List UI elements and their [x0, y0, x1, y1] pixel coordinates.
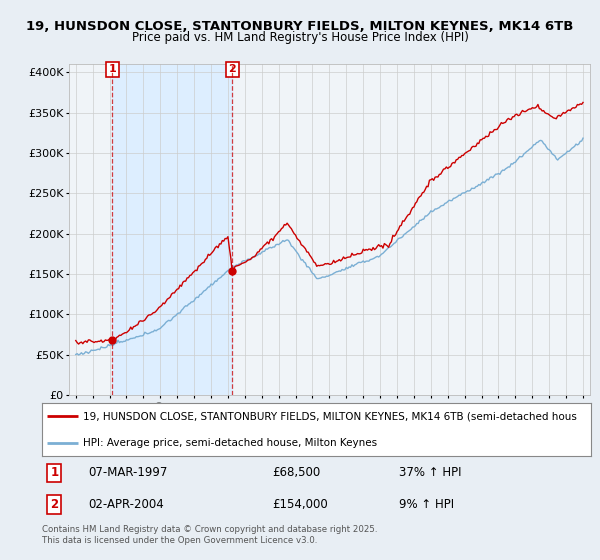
Text: HPI: Average price, semi-detached house, Milton Keynes: HPI: Average price, semi-detached house,…	[83, 438, 377, 448]
Text: 19, HUNSDON CLOSE, STANTONBURY FIELDS, MILTON KEYNES, MK14 6TB (semi-detached ho: 19, HUNSDON CLOSE, STANTONBURY FIELDS, M…	[83, 412, 577, 422]
Text: 1: 1	[109, 64, 116, 74]
Text: £154,000: £154,000	[272, 498, 328, 511]
Text: 37% ↑ HPI: 37% ↑ HPI	[399, 466, 461, 479]
Bar	[112, 64, 232, 395]
Text: Contains HM Land Registry data © Crown copyright and database right 2025.
This d: Contains HM Land Registry data © Crown c…	[42, 525, 377, 545]
Text: 07-MAR-1997: 07-MAR-1997	[89, 466, 168, 479]
Text: £68,500: £68,500	[272, 466, 321, 479]
Text: 1: 1	[50, 466, 58, 479]
Text: 9% ↑ HPI: 9% ↑ HPI	[399, 498, 454, 511]
Text: 2: 2	[228, 64, 236, 74]
Text: 19, HUNSDON CLOSE, STANTONBURY FIELDS, MILTON KEYNES, MK14 6TB: 19, HUNSDON CLOSE, STANTONBURY FIELDS, M…	[26, 20, 574, 32]
Text: 02-APR-2004: 02-APR-2004	[89, 498, 164, 511]
Text: Price paid vs. HM Land Registry's House Price Index (HPI): Price paid vs. HM Land Registry's House …	[131, 31, 469, 44]
Text: 2: 2	[50, 498, 58, 511]
